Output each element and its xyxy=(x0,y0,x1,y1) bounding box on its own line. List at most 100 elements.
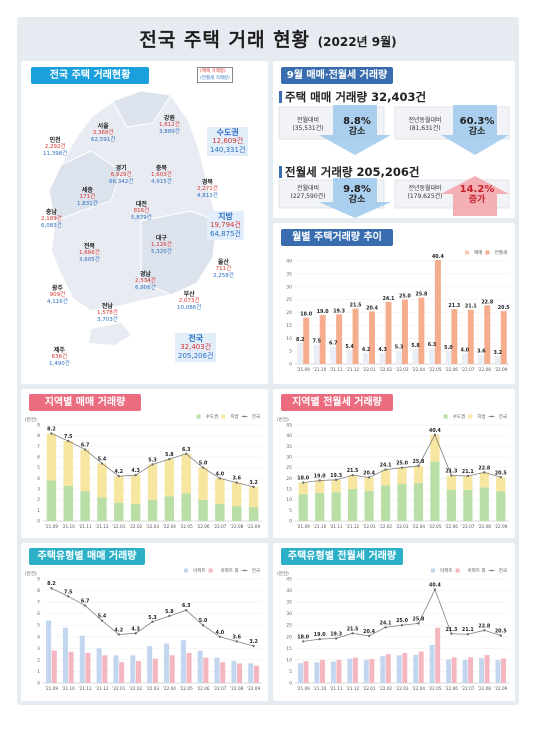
bar-series-1 xyxy=(315,492,325,521)
y-tick-label: 8 xyxy=(37,588,40,594)
bar-series-1 xyxy=(430,461,440,521)
x-tick-label: '21.09 xyxy=(297,524,310,529)
legend-label: 전월세 xyxy=(495,249,507,256)
bar-series-1 xyxy=(396,655,402,683)
x-tick-label: '21.10 xyxy=(313,367,326,372)
accent-bar xyxy=(279,91,282,103)
y-tick-label: 40 xyxy=(286,588,292,594)
total-point xyxy=(168,614,171,618)
region-daegu: 대구 1,126건 5,320건 xyxy=(151,235,172,256)
total-data-label: 4.3 xyxy=(131,626,140,632)
legend-label: 지방 xyxy=(477,413,485,420)
summary-rent: 64,875건 xyxy=(210,230,241,238)
bar-series-2 xyxy=(102,655,108,683)
bar-series-2 xyxy=(220,662,226,683)
bar-sale xyxy=(313,344,320,364)
y-axis-label: (만건) xyxy=(25,570,37,577)
sale-yoy-value: 60.3% 감소 xyxy=(455,117,499,138)
rent-data-label: 19.3 xyxy=(333,308,345,314)
total-data-label: 5.0 xyxy=(199,618,208,624)
bar-series-2 xyxy=(336,659,342,683)
x-tick-label: '22.04 xyxy=(163,686,176,691)
region-sale: 2,271건 xyxy=(197,186,218,192)
legend-label: 전국 xyxy=(499,413,507,420)
region-name: 서울 xyxy=(97,123,109,130)
summary-sale: 12,609건 xyxy=(212,137,244,145)
sale-total-text: 주택 매매 거래량 32,403건 xyxy=(285,90,427,104)
sale-data-label: 6.7 xyxy=(329,341,338,347)
region-sale: 2,189건 xyxy=(41,216,62,222)
bar-series-2 xyxy=(130,475,141,504)
total-data-label: 21.1 xyxy=(462,627,474,633)
x-tick-label: '21.10 xyxy=(62,524,75,529)
x-tick-label: '22.02 xyxy=(129,686,142,691)
bar-series-1 xyxy=(348,489,358,521)
x-tick-label: '21.10 xyxy=(313,524,326,529)
bar-series-1 xyxy=(413,654,419,683)
legend-label: 아파트 xyxy=(193,567,205,574)
bar-series-1 xyxy=(248,507,259,521)
bar-series-2 xyxy=(484,655,490,683)
bar-series-2 xyxy=(364,477,374,492)
y-axis-label: (만건) xyxy=(25,416,37,423)
y-tick-label: 10 xyxy=(286,497,292,503)
y-tick-label: 2 xyxy=(37,497,40,503)
summary-panel-title: 9월 매매·전월세 거래량 xyxy=(281,67,393,84)
base: (81,631건) xyxy=(409,125,441,132)
y-tick-label: 35 xyxy=(286,600,292,606)
total-point xyxy=(184,609,188,612)
rent-data-label: 18.0 xyxy=(300,312,312,318)
legend-swatch xyxy=(443,414,448,419)
total-data-label: 4.2 xyxy=(115,469,124,475)
bar-series-1 xyxy=(331,492,341,521)
y-tick-label: 35 xyxy=(286,444,292,450)
dir: 감소 xyxy=(348,127,366,137)
bar-sale xyxy=(297,342,304,364)
x-tick-label: '22.08 xyxy=(478,367,491,372)
sale-mom-value: 8.8% 감소 xyxy=(335,117,379,138)
bar-series-1 xyxy=(63,485,73,521)
total-point xyxy=(367,476,371,479)
bar-series-1 xyxy=(164,496,175,521)
y-tick-label: 5 xyxy=(37,623,40,629)
total-point xyxy=(499,476,502,479)
region-name: 충북 xyxy=(155,165,167,172)
region-sale: 2,292건 xyxy=(44,144,66,150)
total-point xyxy=(334,637,338,640)
bar-rent xyxy=(484,305,491,364)
y-tick-label: 30 xyxy=(286,455,292,461)
region-chungbuk: 충북 1,603건 4,915건 xyxy=(151,165,172,186)
total-data-label: 19.0 xyxy=(314,632,326,638)
bar-series-2 xyxy=(85,652,91,683)
bar-series-1 xyxy=(79,635,85,683)
region-name: 부산 xyxy=(183,291,195,298)
bar-series-2 xyxy=(451,657,457,683)
legend-label: 아파트 xyxy=(440,567,452,574)
total-point xyxy=(117,475,121,478)
x-tick-label: '22.04 xyxy=(412,524,425,529)
total-point xyxy=(50,587,53,590)
x-tick-label: '22.03 xyxy=(395,367,408,372)
bar-series-1 xyxy=(298,494,308,521)
bar-series-2 xyxy=(114,476,124,503)
x-tick-label: '22.04 xyxy=(412,367,425,372)
summary-sale: 32,403건 xyxy=(180,343,212,351)
bar-series-2 xyxy=(413,465,424,484)
x-tick-label: '22.09 xyxy=(494,367,507,372)
total-data-label: 4.2 xyxy=(115,627,124,633)
bar-series-1 xyxy=(446,659,452,683)
bar-series-1 xyxy=(413,483,424,521)
label: 전년동월대비 xyxy=(408,185,442,192)
summary-name: 수도권 xyxy=(216,128,239,137)
rent-data-label: 19.0 xyxy=(317,309,329,315)
bar-series-1 xyxy=(397,484,407,521)
bar-series-1 xyxy=(147,646,153,683)
total-data-label: 4.0 xyxy=(216,630,225,636)
x-tick-label: '22.01 xyxy=(363,367,376,372)
total-data-label: 20.5 xyxy=(495,629,507,635)
bar-series-1 xyxy=(130,503,141,521)
total-point xyxy=(400,624,404,627)
region-chungnam: 충남 2,189건 6,083건 xyxy=(41,209,62,230)
bar-series-2 xyxy=(468,657,474,683)
bar-series-1 xyxy=(314,662,320,683)
